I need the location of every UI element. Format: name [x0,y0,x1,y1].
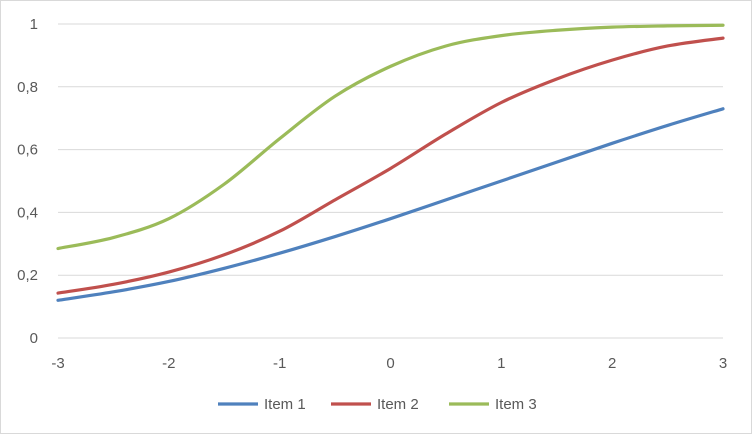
legend-label-2: Item 2 [377,396,419,413]
series-line-2 [56,36,725,295]
series-line-1 [56,107,725,302]
series-line-3 [56,23,725,251]
x-axis-tick-labels: -3 -2 -1 0 1 2 3 [51,355,727,372]
legend: Item 1 Item 2 Item 3 [218,396,537,413]
legend-label-3: Item 3 [495,396,537,413]
series-lines [56,23,725,302]
y-tick-label: 0,6 [17,142,38,159]
y-tick-label: 0,2 [17,267,38,284]
x-tick-label: 3 [719,355,727,372]
y-tick-label: 1 [30,16,38,33]
x-tick-label: 0 [386,355,394,372]
y-tick-label: 0 [30,330,38,347]
x-tick-label: -2 [162,355,175,372]
grid [58,23,723,339]
y-axis-tick-labels: 0 0,2 0,4 0,6 0,8 1 [17,16,38,347]
x-tick-label: -3 [51,355,64,372]
y-tick-label: 0,4 [17,204,38,221]
legend-label-1: Item 1 [264,396,306,413]
x-tick-label: 2 [608,355,616,372]
x-tick-label: 1 [497,355,505,372]
x-tick-label: -1 [273,355,286,372]
y-tick-label: 0,8 [17,79,38,96]
